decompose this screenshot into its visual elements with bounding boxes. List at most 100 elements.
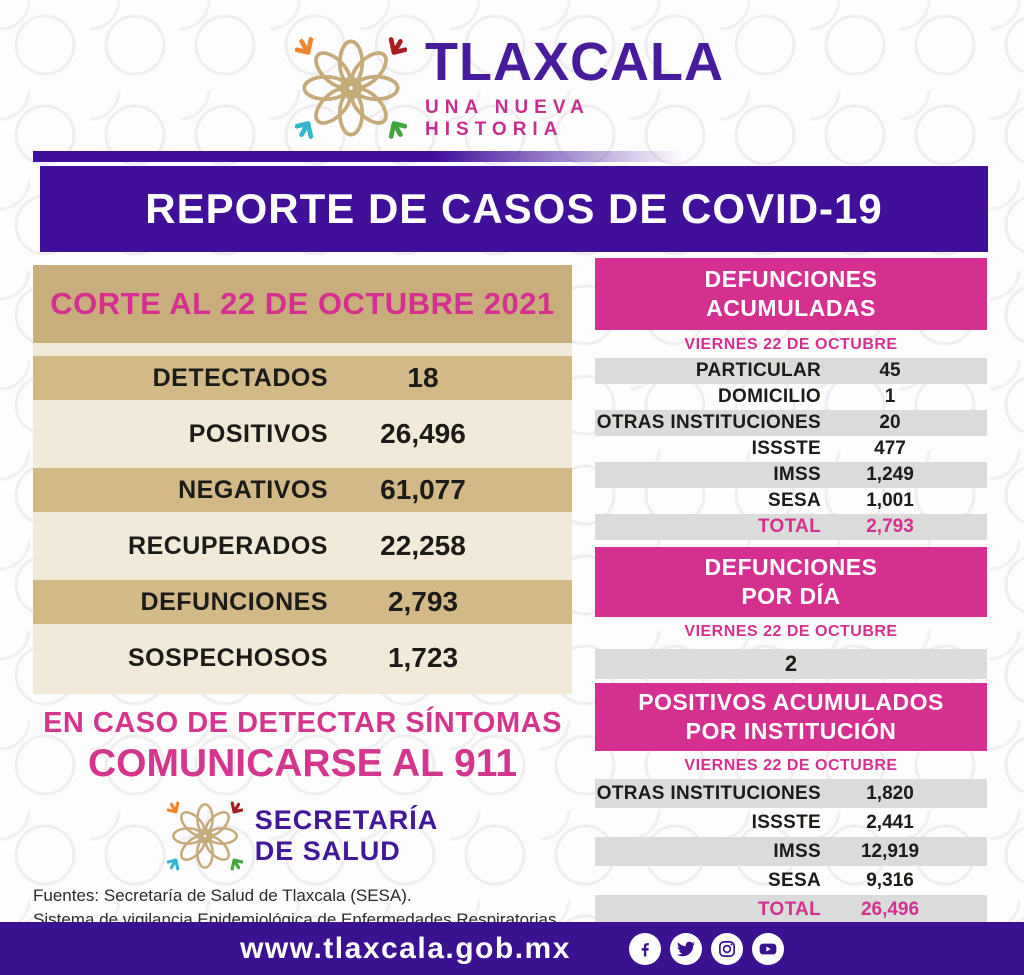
row-label: ISSSTE — [751, 811, 821, 833]
brand-text: TLAXCALA UNA NUEVA HISTORIA — [425, 35, 735, 141]
row-label: NEGATIVOS — [178, 475, 328, 504]
row-value: 20 — [879, 412, 901, 433]
table-row: ISSSTE 2,441 — [595, 808, 987, 837]
website-link[interactable]: www.tlaxcala.gob.mx — [240, 931, 571, 965]
banner-line: POSITIVOS ACUMULADOS — [638, 688, 944, 715]
salud-line2: DE SALUD — [254, 836, 401, 866]
instagram-icon[interactable] — [710, 932, 743, 965]
table-row: ISSSTE 477 — [595, 436, 987, 462]
table-total-row: TOTAL 2,793 — [595, 514, 987, 540]
row-label: OTRAS INSTITUCIONES — [596, 412, 821, 433]
row-label: SESA — [768, 490, 821, 511]
table-row: DETECTADOS 18 — [33, 356, 572, 400]
source-line: Fuentes: Secretaría de Salud de Tlaxcala… — [33, 886, 412, 905]
positives-by-institution-table: OTRAS INSTITUCIONES 1,820 ISSSTE 2,441 I… — [595, 779, 987, 924]
table-row: OTRAS INSTITUCIONES 20 — [595, 410, 987, 436]
row-value: 12,919 — [860, 840, 920, 862]
row-value: 9,316 — [866, 869, 914, 891]
brand-header: TLAXCALA UNA NUEVA HISTORIA — [295, 25, 735, 150]
brand-name: TLAXCALA — [425, 31, 724, 92]
row-value: 26,496 — [380, 418, 466, 449]
row-label: PARTICULAR — [695, 360, 821, 381]
table-row: SOSPECHOSOS 1,723 — [33, 636, 572, 680]
tlaxcala-flower-icon — [295, 36, 407, 139]
total-label: TOTAL — [757, 516, 821, 537]
cases-table: DETECTADOS 18 POSITIVOS 26,496 NEGATIVOS… — [33, 343, 572, 694]
row-value: 2,793 — [387, 586, 459, 617]
table-row: PARTICULAR 45 — [595, 358, 987, 384]
row-value: 1 — [884, 386, 896, 407]
deaths-accumulated-table: PARTICULAR 45 DOMICILIO 1 OTRAS INSTITUC… — [595, 358, 987, 540]
total-value: 26,496 — [860, 898, 920, 920]
salud-line1: SECRETARÍA — [254, 804, 439, 835]
emergency-number: COMUNICARSE AL 911 — [87, 742, 518, 785]
twitter-icon[interactable] — [669, 932, 702, 965]
symptoms-notice: EN CASO DE DETECTAR SÍNTOMAS COMUNICARSE… — [33, 707, 572, 786]
banner-line: DEFUNCIONES — [704, 265, 878, 292]
cases-summary-section: CORTE AL 22 DE OCTUBRE 2021 DETECTADOS 1… — [33, 265, 572, 956]
section-date: VIERNES 22 DE OCTUBRE — [684, 757, 898, 774]
brand-tagline: UNA NUEVA HISTORIA — [425, 96, 590, 140]
row-value: 2,441 — [866, 811, 914, 833]
row-value: 1,249 — [866, 464, 914, 485]
deaths-per-day-value-row: 2 — [595, 649, 987, 679]
salud-flower-icon — [166, 801, 243, 871]
banner-line: POR DÍA — [741, 583, 841, 609]
row-value: 1,723 — [387, 642, 459, 673]
row-value: 18 — [407, 362, 439, 393]
banner-line: DEFUNCIONES — [704, 553, 878, 580]
table-row: OTRAS INSTITUCIONES 1,820 — [595, 779, 987, 808]
notice-line: EN CASO DE DETECTAR SÍNTOMAS — [43, 707, 562, 739]
row-value: 1,820 — [866, 782, 914, 804]
table-row: DOMICILIO 1 — [595, 384, 987, 410]
total-label: TOTAL — [757, 898, 821, 920]
row-value: 477 — [874, 438, 906, 459]
social-links — [628, 932, 784, 965]
facebook-icon[interactable] — [628, 932, 661, 965]
table-row: SESA 9,316 — [595, 866, 987, 895]
row-label: IMSS — [773, 840, 821, 862]
table-row: SESA 1,001 — [595, 488, 987, 514]
section-date: VIERNES 22 DE OCTUBRE — [684, 623, 898, 640]
footer-bar: www.tlaxcala.gob.mx — [0, 922, 1024, 975]
cases-cutoff-label: CORTE AL 22 DE OCTUBRE 2021 — [50, 286, 555, 321]
deaths-per-day-value: 2 — [784, 651, 798, 676]
table-row: NEGATIVOS 61,077 — [33, 468, 572, 512]
row-label: SOSPECHOSOS — [128, 643, 328, 672]
youtube-icon[interactable] — [751, 932, 784, 965]
table-row: RECUPERADOS 22,258 — [33, 524, 572, 568]
table-total-row: TOTAL 26,496 — [595, 895, 987, 924]
total-value: 2,793 — [866, 516, 914, 537]
cases-cutoff-header: CORTE AL 22 DE OCTUBRE 2021 — [33, 265, 572, 343]
row-label: IMSS — [773, 464, 821, 485]
row-label: SESA — [768, 869, 821, 891]
secretaria-salud-logo: SECRETARÍA DE SALUD — [33, 796, 572, 876]
table-row: POSITIVOS 26,496 — [33, 412, 572, 456]
row-value: 45 — [879, 360, 901, 381]
report-title-banner: REPORTE DE CASOS DE COVID-19 — [40, 166, 988, 252]
report-title: REPORTE DE CASOS DE COVID-19 — [145, 185, 883, 232]
row-label: DOMICILIO — [718, 386, 821, 407]
row-label: DEFUNCIONES — [140, 587, 328, 616]
banner-line: POR INSTITUCIÓN — [685, 718, 897, 744]
row-value: 1,001 — [866, 490, 914, 511]
row-value: 61,077 — [380, 474, 466, 505]
deaths-accumulated-banner: DEFUNCIONES ACUMULADAS — [595, 258, 987, 330]
row-label: ISSSTE — [751, 438, 821, 459]
statistics-sections: DEFUNCIONES ACUMULADAS VIERNES 22 DE OCT… — [595, 258, 987, 924]
deaths-per-day-banner: DEFUNCIONES POR DÍA — [595, 547, 987, 617]
salud-wordmark: SECRETARÍA DE SALUD — [255, 805, 439, 867]
banner-line: ACUMULADAS — [706, 295, 876, 321]
positives-by-institution-banner: POSITIVOS ACUMULADOS POR INSTITUCIÓN — [595, 683, 987, 751]
table-row: IMSS 12,919 — [595, 837, 987, 866]
row-label: DETECTADOS — [152, 363, 328, 392]
row-label: POSITIVOS — [188, 419, 328, 448]
gradient-divider — [33, 151, 991, 162]
table-row: DEFUNCIONES 2,793 — [33, 580, 572, 624]
section-date: VIERNES 22 DE OCTUBRE — [684, 336, 898, 353]
table-row: IMSS 1,249 — [595, 462, 987, 488]
row-label: RECUPERADOS — [128, 531, 328, 560]
row-value: 22,258 — [380, 530, 466, 561]
row-label: OTRAS INSTITUCIONES — [596, 782, 821, 804]
